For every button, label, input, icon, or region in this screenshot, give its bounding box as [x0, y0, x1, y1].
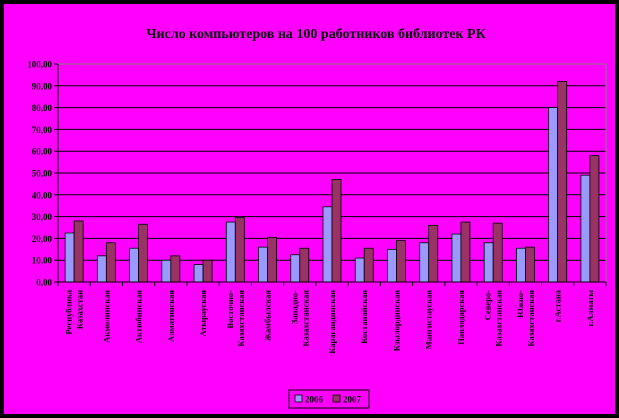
bar-2007	[396, 240, 406, 283]
x-tick-label: Актюбинская	[134, 290, 144, 344]
y-tick-labels: 0,00 10,00 20,00 30,00 40,00 50,00 60,00 70,00 8…	[27, 60, 52, 288]
y-tick-label: 20,00	[32, 234, 53, 244]
bar-2006	[451, 233, 462, 283]
x-tick-label-line: г.Астана	[553, 289, 563, 322]
bar-2006	[548, 107, 559, 283]
x-tick-label: Северо- Казахстанская	[483, 290, 504, 347]
y-tick-label: 0,00	[36, 278, 52, 288]
bar-2006	[483, 242, 494, 283]
bar-2006	[64, 232, 75, 283]
bars	[64, 81, 600, 283]
legend: 2006 2007	[288, 389, 370, 409]
bar-2007	[202, 259, 213, 283]
legend-label-2007: 2007	[343, 395, 362, 405]
legend-box	[288, 389, 370, 409]
legend-swatch-2006	[294, 394, 303, 403]
x-tick-label: Костанайская	[359, 290, 369, 344]
bar-2006	[322, 206, 333, 283]
y-tick-label: 60,00	[32, 147, 53, 157]
bar-2006	[193, 264, 204, 283]
x-tick-label-line: Казахстанская	[300, 290, 310, 347]
x-tick-label-line: Казахстан	[75, 290, 85, 329]
x-tick-label-line: Кзылординская	[391, 290, 401, 352]
bar-2007	[170, 255, 181, 283]
bar-2006	[387, 248, 397, 283]
bar-2007	[460, 221, 471, 283]
bar-2006	[354, 257, 365, 283]
y-tick-label: 100,00	[27, 60, 52, 70]
bar-2007	[267, 236, 277, 283]
x-tick-label-line: Западно-	[289, 290, 299, 324]
x-tick-label-line: Южно-	[515, 290, 525, 318]
bar-2007	[234, 217, 245, 283]
x-tick-label-line: Павлодарская	[456, 290, 466, 345]
bar-2006	[290, 254, 301, 283]
x-tick-label-line: Костанайская	[359, 290, 369, 344]
bar-2007	[525, 246, 535, 283]
x-tick-label-line: Мангистауская	[424, 290, 434, 350]
bar-2007	[589, 155, 600, 283]
y-tick-label: 90,00	[32, 81, 53, 91]
legend-label-2006: 2006	[305, 395, 324, 405]
x-tick-label-line: Атырауская	[198, 290, 208, 337]
bar-2006	[225, 221, 236, 283]
x-tick-label: Карагандинская	[327, 290, 337, 354]
x-tick-label: Восточно- Казахстанская	[225, 290, 246, 347]
x-tick-label-line: Северо-	[483, 290, 493, 320]
x-tick-label: Акмолинская	[101, 290, 111, 343]
x-tick-label: Павлодарская	[456, 290, 466, 345]
x-tick-label: Жамбылская	[263, 290, 273, 342]
y-tick-label: 70,00	[32, 125, 53, 135]
x-tick-label-line: Казахстанская	[494, 290, 504, 347]
x-tick-label-line: Алматинская	[166, 290, 176, 342]
x-tick-label: Алматинская	[166, 290, 176, 342]
chart-background	[4, 4, 615, 414]
bar-2007	[331, 179, 342, 283]
bar-2007	[299, 247, 310, 283]
x-tick-label-line: Казахстанская	[236, 290, 246, 347]
y-tick-label: 50,00	[32, 169, 53, 179]
bar-2007	[557, 81, 568, 283]
x-tick-label-line: Актюбинская	[134, 290, 144, 344]
bar-2007	[492, 222, 503, 283]
x-tick-label: Мангистауская	[424, 290, 434, 350]
x-tick-label: Западно- Казахстанская	[289, 290, 310, 347]
x-tick-labels: Республика Казахстан Акмолинская Актюбинска…	[64, 289, 595, 354]
x-tick-label: Южно- Казахстанская	[515, 290, 536, 347]
x-tick-label: Республика Казахстан	[64, 289, 85, 334]
x-tick-label-line: Восточно-	[225, 290, 235, 329]
y-tick-label: 80,00	[32, 103, 53, 113]
y-tick-label: 30,00	[32, 212, 53, 222]
chart-title: Число компьютеров на 100 работников библ…	[146, 27, 486, 42]
bar-2007	[428, 224, 439, 283]
bar-2007	[363, 247, 374, 283]
bar-2006	[129, 247, 139, 283]
bar-2007	[73, 220, 84, 283]
bar-2006	[419, 242, 430, 283]
bar-2006	[96, 255, 107, 283]
y-tick-label: 10,00	[32, 256, 53, 266]
x-tick-label-line: г.Алматы	[585, 290, 595, 327]
x-tick-label-line: Республика	[64, 289, 74, 334]
x-tick-label-line: Карагандинская	[327, 290, 337, 354]
bar-2006	[258, 246, 268, 283]
bar-2006	[161, 259, 172, 283]
x-tick-label-line: Жамбылская	[263, 290, 273, 342]
x-tick-label: Атырауская	[198, 290, 208, 337]
axes	[54, 63, 607, 286]
x-tick-label: Кзылординская	[391, 290, 401, 352]
legend-swatch-2007	[332, 394, 341, 403]
chart: Число компьютеров на 100 работников библ…	[4, 4, 615, 414]
bar-2007	[138, 223, 148, 283]
bar-2007	[105, 242, 116, 283]
bar-2006	[516, 247, 526, 283]
x-tick-label-line: Казахстанская	[526, 290, 536, 347]
x-tick-label: г.Алматы	[585, 290, 595, 327]
bar-2006	[580, 174, 591, 283]
x-tick-label-line: Акмолинская	[101, 290, 111, 343]
x-tick-label: г.Астана	[553, 289, 563, 322]
y-tick-label: 40,00	[32, 190, 53, 200]
